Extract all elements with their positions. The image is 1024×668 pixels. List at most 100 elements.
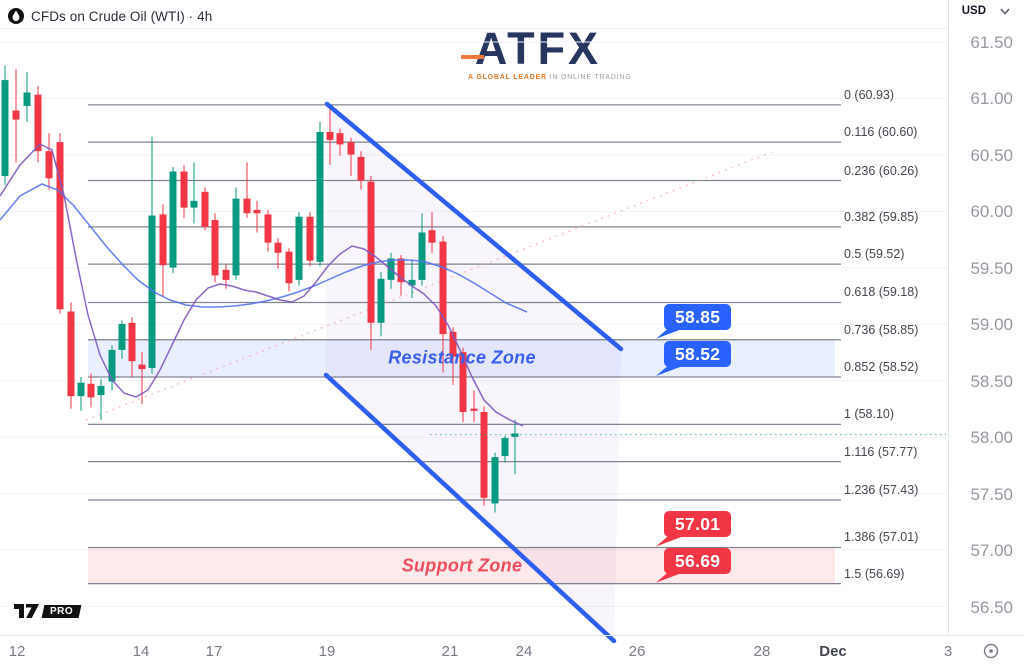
candle-body xyxy=(377,278,385,323)
price-callout-57.01[interactable]: 57.01 xyxy=(664,511,732,538)
time-axis-label: 3 xyxy=(943,643,953,660)
brand-name: ATFX xyxy=(460,26,601,71)
fib-level-label: 0.5 (59.52) xyxy=(844,247,905,262)
currency-selector[interactable]: USD xyxy=(962,5,1010,17)
callout-tail xyxy=(656,534,688,547)
candle-body xyxy=(34,94,42,152)
price-axis-label: 61.50 xyxy=(970,33,1013,52)
fib-level-label: 0.618 (59.18) xyxy=(844,285,919,300)
candle-body xyxy=(232,198,240,276)
time-axis-label: 17 xyxy=(205,643,223,660)
candle-body xyxy=(148,215,156,368)
fib-level-label: 1.386 (57.01) xyxy=(844,530,919,545)
candle-body xyxy=(211,220,219,276)
candle-body xyxy=(408,279,416,286)
candle-body xyxy=(295,216,303,280)
tradingview-mark-icon xyxy=(14,604,39,618)
time-axis-label: 19 xyxy=(318,643,336,660)
candle-body xyxy=(459,352,467,412)
oil-drop-icon xyxy=(8,8,24,24)
currency-label: USD xyxy=(961,5,986,17)
candle-body xyxy=(480,411,488,498)
price-axis-label: 57.00 xyxy=(970,541,1013,561)
candle-body xyxy=(326,131,334,140)
candle-body xyxy=(491,457,499,504)
candle-body xyxy=(201,191,209,227)
price-axis-label: 59.50 xyxy=(970,258,1013,278)
price-axis-label: 60.00 xyxy=(970,202,1013,222)
price-axis[interactable]: 61.50 61.00 60.50 60.00 59.50 59.00 58.50 58.00… xyxy=(948,0,1024,635)
candle-body xyxy=(108,349,116,382)
pro-badge: PRO xyxy=(41,604,82,618)
candle-body xyxy=(169,171,177,268)
candle-body xyxy=(159,214,167,266)
candle-body xyxy=(180,171,188,208)
channel-lower-line[interactable] xyxy=(323,372,617,644)
price-axis-label: 57.50 xyxy=(970,484,1013,504)
candle-body xyxy=(77,382,85,397)
candle-body xyxy=(357,156,365,181)
symbol-header: CFDs on Crude Oil (WTI) · 4h xyxy=(8,5,212,27)
candle-body xyxy=(67,311,75,397)
candle-body xyxy=(56,142,64,310)
brand-tagline: A GLOBAL LEADER IN ONLINE TRADING xyxy=(468,74,632,81)
candle-body xyxy=(367,181,375,323)
fib-level-label: 0.382 (59.85) xyxy=(844,209,919,224)
candle-body xyxy=(264,214,272,243)
price-axis-label: 58.50 xyxy=(970,371,1013,391)
tradingview-logo[interactable]: PRO xyxy=(14,603,82,619)
time-axis-label: 28 xyxy=(753,643,771,660)
candle-body xyxy=(397,258,405,283)
fib-level-label: 0 (60.93) xyxy=(844,87,895,102)
fib-level-label: 1.236 (57.43) xyxy=(844,483,919,498)
fib-level-label: 0.236 (60.26) xyxy=(844,163,919,178)
time-axis-label: 21 xyxy=(441,643,459,660)
header-divider xyxy=(0,28,948,29)
fib-level-label: 1.116 (57.77) xyxy=(844,444,918,459)
fib-level-label: 0.852 (58.52) xyxy=(844,359,919,374)
price-callout-58.85[interactable]: 58.85 xyxy=(664,303,732,330)
candle-body xyxy=(428,230,436,243)
price-axis-label: 58.00 xyxy=(970,428,1013,448)
callout-tail xyxy=(656,570,688,583)
channel-upper-line[interactable] xyxy=(324,101,624,352)
candle-body xyxy=(449,331,457,357)
candle-body xyxy=(285,251,293,284)
price-axis-label: 60.50 xyxy=(970,145,1013,165)
fib-level-label: 0.736 (58.85) xyxy=(844,322,919,337)
time-axis-label: 12 xyxy=(8,643,26,660)
candle-body xyxy=(190,200,198,208)
crosshair-icon[interactable] xyxy=(982,642,1000,660)
candle-body xyxy=(501,437,509,457)
time-axis-label: Dec xyxy=(819,643,847,660)
candle-body xyxy=(439,241,447,335)
candle-body xyxy=(316,131,324,262)
candle-body xyxy=(418,232,426,280)
symbol-title[interactable]: CFDs on Crude Oil (WTI) · 4h xyxy=(31,8,213,24)
channel-fill xyxy=(326,104,621,641)
candle-body xyxy=(138,364,146,370)
price-axis-label: 59.00 xyxy=(970,315,1013,335)
callout-tail xyxy=(656,326,688,339)
time-axis[interactable]: 12 14 17 19 21 24 26 28 Dec 3 xyxy=(0,635,1024,668)
candle-body xyxy=(336,133,344,145)
price-axis-label: 61.00 xyxy=(970,89,1013,109)
candle-body xyxy=(243,198,251,214)
fib-level-label: 1.5 (56.69) xyxy=(844,566,905,581)
brand-watermark: ATFX A GLOBAL LEADER IN ONLINE TRADING xyxy=(460,26,632,81)
chevron-down-icon xyxy=(1000,7,1010,15)
candle-body xyxy=(128,322,136,362)
candle-body xyxy=(274,242,282,253)
ma-fast-line xyxy=(0,143,524,427)
candle-body xyxy=(1,80,9,177)
price-callout-58.52[interactable]: 58.52 xyxy=(664,340,732,367)
candle-body xyxy=(222,269,230,280)
candle-body xyxy=(45,151,53,179)
brand-dash-icon xyxy=(460,55,484,59)
fib-level-label: 1 (58.10) xyxy=(844,407,895,422)
candle-body xyxy=(87,383,95,398)
price-callout-56.69[interactable]: 56.69 xyxy=(664,547,732,574)
candle-body xyxy=(97,386,105,396)
